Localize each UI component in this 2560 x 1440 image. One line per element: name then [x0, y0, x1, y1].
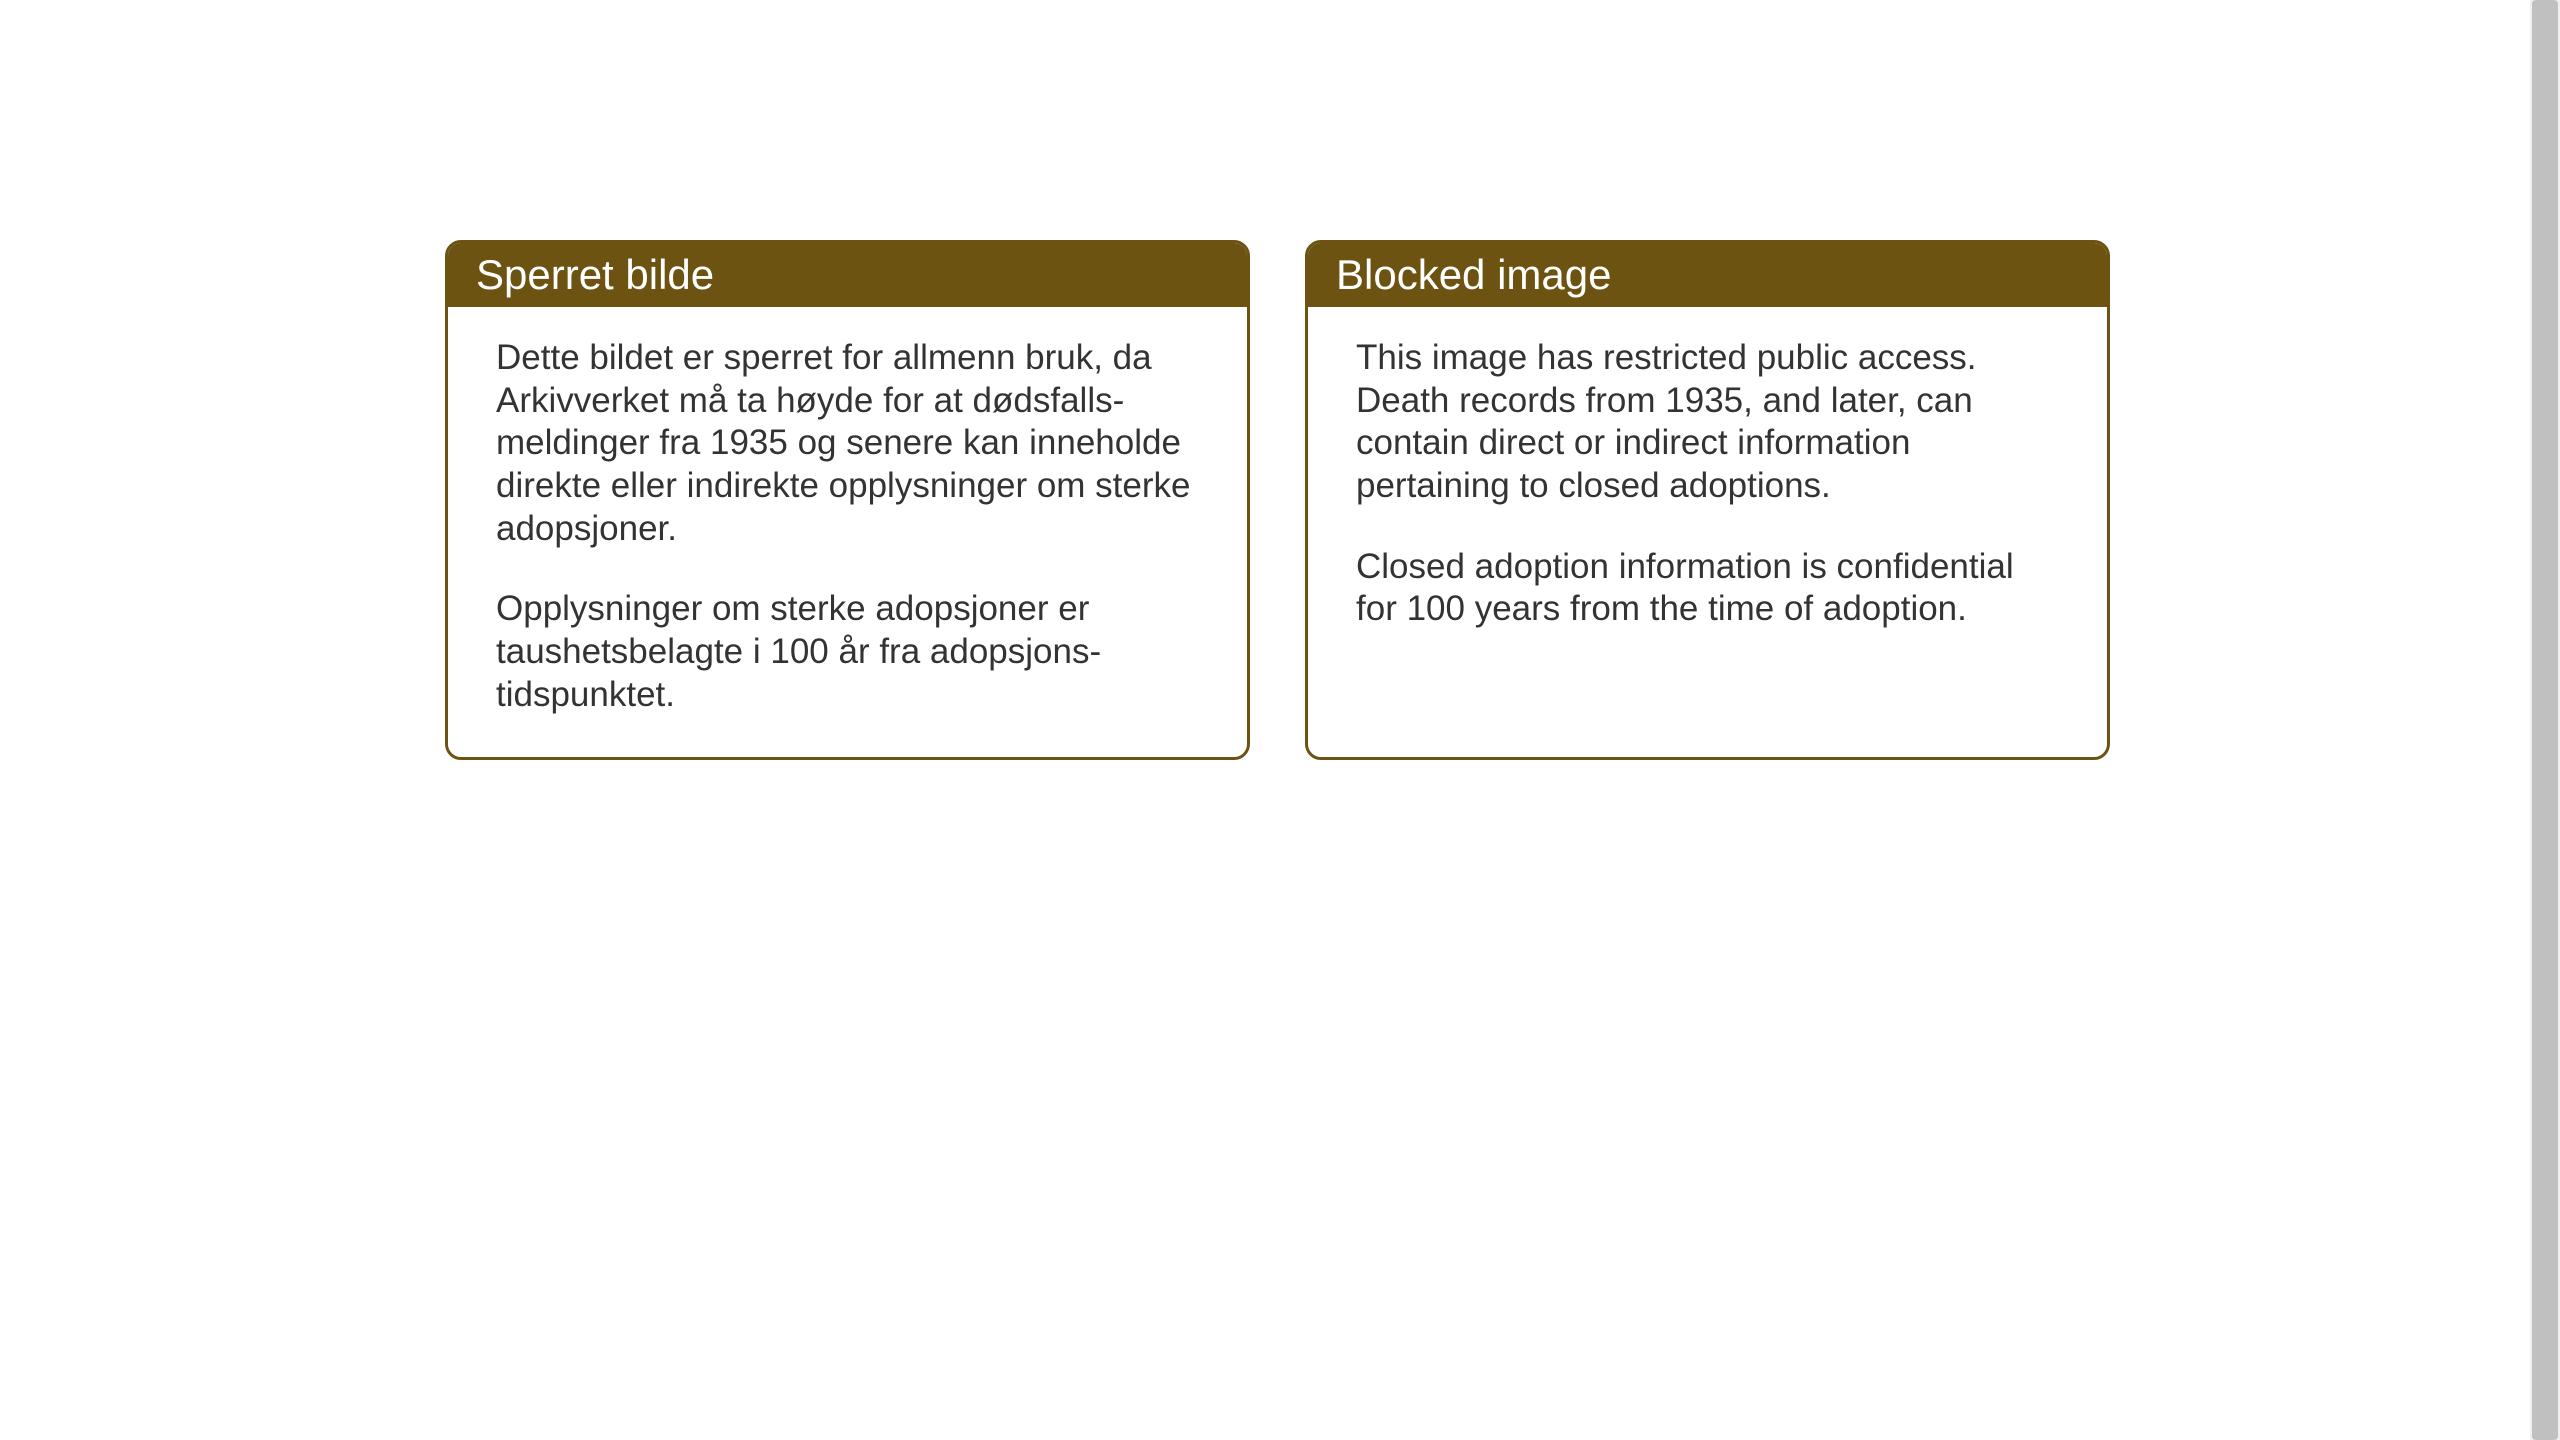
notice-paragraph-1-english: This image has restricted public access.… [1356, 337, 2059, 508]
scrollbar-thumb[interactable] [2532, 0, 2558, 1440]
notice-card-body-norwegian: Dette bildet er sperret for allmenn bruk… [448, 307, 1247, 757]
notice-card-body-english: This image has restricted public access.… [1308, 307, 2107, 731]
notice-paragraph-2-norwegian: Opplysninger om sterke adopsjoner er tau… [496, 588, 1199, 716]
notice-card-english: Blocked image This image has restricted … [1305, 240, 2110, 760]
notice-card-title-norwegian: Sperret bilde [448, 243, 1247, 307]
notice-paragraph-2-english: Closed adoption information is confident… [1356, 546, 2059, 631]
notice-cards-container: Sperret bilde Dette bildet er sperret fo… [445, 240, 2110, 760]
notice-card-title-english: Blocked image [1308, 243, 2107, 307]
notice-card-norwegian: Sperret bilde Dette bildet er sperret fo… [445, 240, 1250, 760]
scrollbar-track[interactable] [2530, 0, 2560, 1440]
notice-paragraph-1-norwegian: Dette bildet er sperret for allmenn bruk… [496, 337, 1199, 550]
